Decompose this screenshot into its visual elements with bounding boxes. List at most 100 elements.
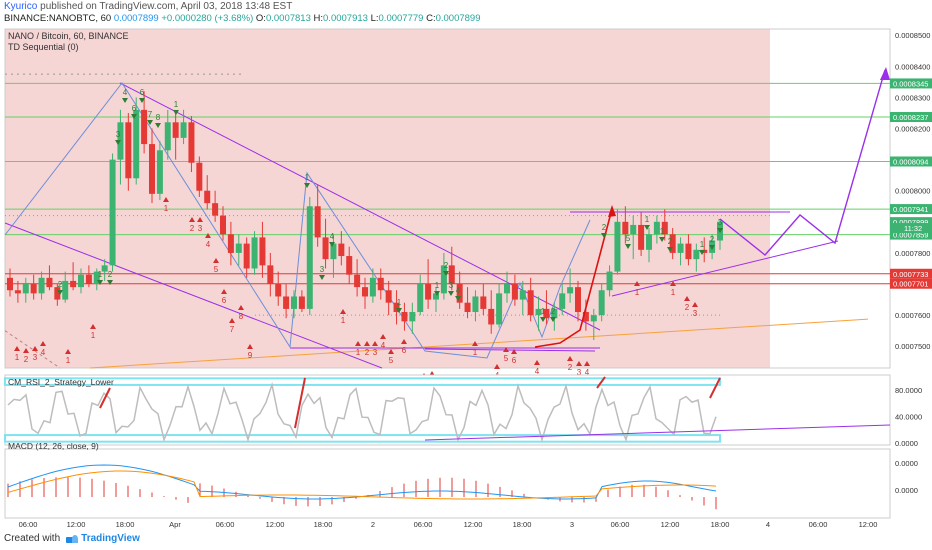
candle-body: [259, 237, 266, 266]
candle-body: [480, 296, 487, 309]
td-count-label: 2: [668, 237, 673, 246]
td-down-triangle: [443, 271, 449, 276]
candle-body: [283, 296, 290, 309]
td-count-label: 4: [123, 88, 128, 97]
td-count-label: 5: [389, 356, 394, 365]
td-count-label: 1: [635, 288, 640, 297]
candle-body: [677, 243, 684, 253]
td-count-label: 2: [568, 363, 573, 372]
td-up-triangle: [90, 324, 96, 329]
candle-body: [46, 277, 53, 288]
td-count-label: 2: [710, 235, 715, 244]
candle-body: [251, 237, 258, 269]
candle-body: [417, 284, 424, 313]
rsi-tick-label: 80.0000: [895, 386, 922, 395]
td-down-triangle: [396, 308, 402, 313]
x-tick-label: 12:00: [661, 520, 680, 529]
td-up-triangle: [355, 341, 361, 346]
candle-body: [669, 234, 676, 253]
price-badge-label: 0.0007941: [893, 205, 928, 214]
price-pane-border: [4, 28, 891, 369]
td-down-triangle: [717, 228, 723, 233]
td-count-label: 2: [685, 303, 690, 312]
td-count-label: 2: [365, 348, 370, 357]
x-tick-label: 12:00: [67, 520, 86, 529]
purple-trend-line: [119, 82, 601, 331]
rsi-highlight: [99, 387, 111, 409]
td-down-triangle: [147, 120, 153, 125]
td-down-triangle: [304, 183, 310, 188]
publish-info: Kyurico published on TradingView.com, Ap…: [4, 1, 292, 12]
x-tick-label: 06:00: [216, 520, 235, 529]
y-tick-label: 0.0007800: [895, 249, 930, 258]
rsi-title: CM_RSI_2_Strategy_Lower: [8, 377, 114, 387]
rsi-pane[interactable]: 80.0000 40.0000 0.0000: [4, 374, 922, 448]
price-badge: [890, 268, 932, 279]
purple-trend-line: [424, 348, 596, 352]
price-badge: [890, 217, 932, 228]
indicator-title: TD Sequential (0): [8, 42, 79, 52]
chart-title: NANO / Bitcoin, 60, BINANCE: [8, 31, 129, 41]
macd-pane[interactable]: 0.0000 0.0000: [4, 448, 918, 519]
time-axis[interactable]: 06:00 12:00 18:00 Apr 06:00 12:00 18:00 2 06:00 1…: [19, 520, 878, 529]
candle-body: [54, 287, 61, 300]
macd-tick-label: 0.0000: [895, 486, 918, 495]
y-tick-label: 0.0007500: [895, 342, 930, 351]
candle-body: [559, 293, 566, 309]
author-link[interactable]: Kyurico: [4, 1, 38, 12]
candle-body: [196, 162, 203, 191]
candle-body: [661, 221, 668, 235]
candle-body: [685, 243, 692, 260]
price-badge: [890, 204, 932, 215]
candle-body: [598, 290, 605, 316]
td-count-label: 1: [91, 331, 96, 340]
candle-body: [109, 159, 116, 266]
rsi-highlight: [596, 376, 606, 389]
candle-body: [653, 221, 660, 235]
td-up-triangle: [40, 341, 46, 346]
td-count-label: 2: [108, 270, 113, 279]
td-count-label: 3: [373, 348, 378, 357]
candle-body: [409, 312, 416, 322]
candle-body: [519, 290, 526, 300]
td-count-label: 1: [645, 215, 650, 224]
candle-body: [567, 287, 574, 294]
td-count-label: 1: [671, 288, 676, 297]
y-tick-label: 0.0007600: [895, 311, 930, 320]
tradingview-brand[interactable]: TradingView: [66, 533, 140, 544]
td-count-label: 6: [140, 88, 145, 97]
candle-body: [472, 296, 479, 313]
td-up-triangle: [213, 258, 219, 263]
candle-body: [630, 224, 637, 235]
purple-projection-path: [719, 69, 886, 256]
td-count-label: 3: [693, 309, 698, 318]
td-up-triangle: [388, 349, 394, 354]
candle-body: [14, 290, 21, 294]
td-down-triangle: [319, 275, 325, 280]
candle-body: [543, 308, 550, 319]
td-up-triangle: [372, 341, 378, 346]
td-down-triangle: [107, 280, 113, 285]
candle-body: [133, 109, 140, 179]
candle-body: [267, 265, 274, 285]
td-count-label: 1: [435, 281, 440, 290]
candle-body: [456, 284, 463, 303]
td-down-triangle: [659, 237, 665, 242]
candle-body: [322, 237, 329, 260]
price-badge-label: 0.0008237: [893, 113, 928, 122]
candle-body: [614, 221, 621, 272]
td-up-triangle: [65, 349, 71, 354]
countdown-badge: [890, 223, 932, 234]
rsi-line: [7, 381, 717, 443]
rsi-tick-label: 40.0000: [895, 413, 922, 422]
td-count-label: 2: [551, 307, 556, 316]
td-count-label: 3: [718, 218, 723, 227]
td-up-triangle: [163, 197, 169, 202]
purple-arrow-head: [880, 67, 890, 80]
rsi-upper-band: [4, 377, 721, 386]
td-count-label: 6: [132, 104, 137, 113]
td-count-label: 9: [248, 351, 253, 360]
td-count-label: 1: [356, 348, 361, 357]
